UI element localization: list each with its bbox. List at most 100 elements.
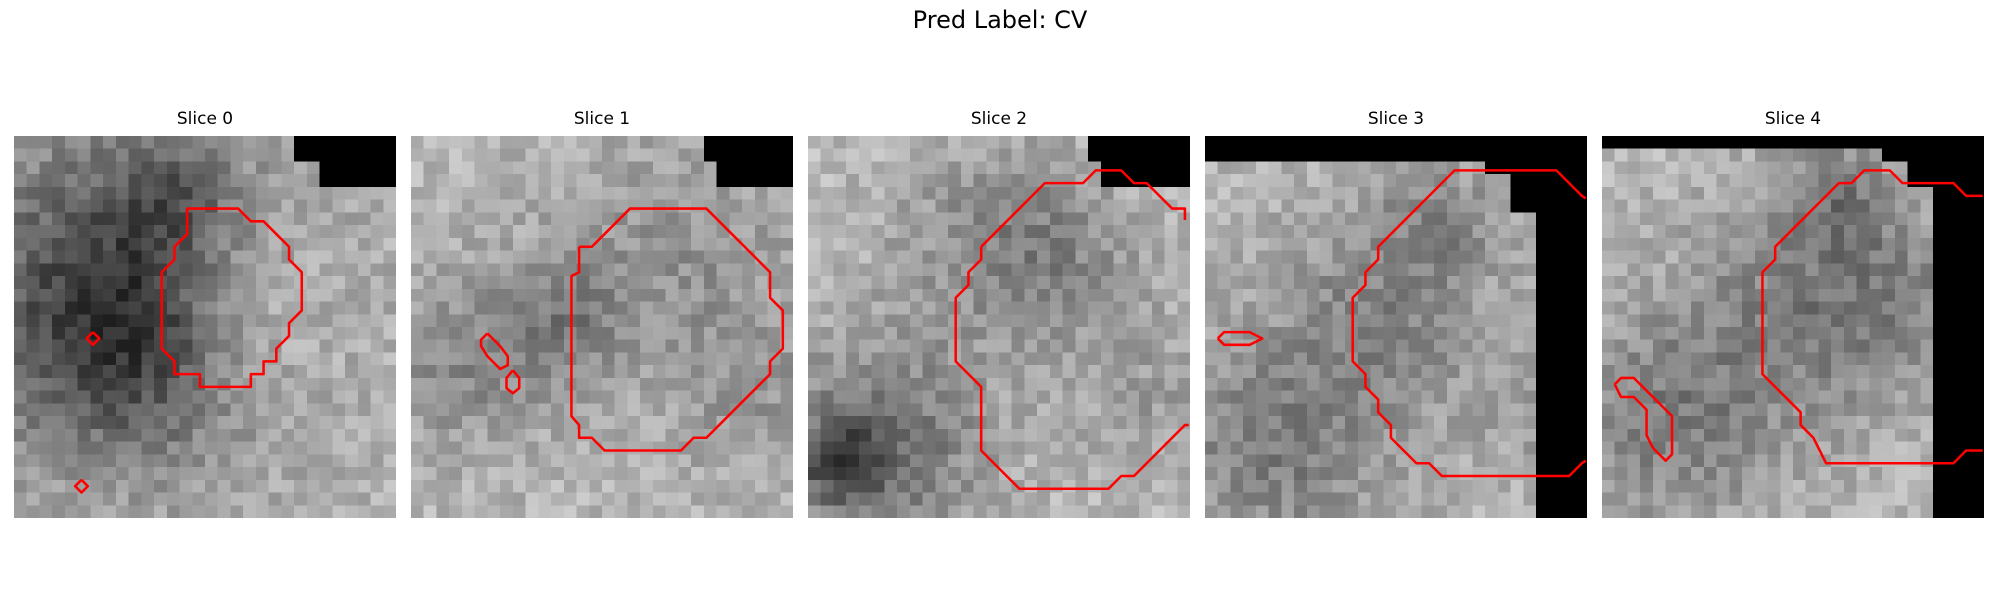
pixel: [754, 467, 768, 481]
pixel: [897, 174, 911, 188]
pixel: [1703, 505, 1717, 518]
pixel: [525, 276, 539, 290]
pixel: [383, 492, 396, 506]
pixel: [383, 428, 396, 442]
pixel: [1561, 199, 1575, 213]
pixel: [243, 301, 257, 315]
pixel: [678, 403, 692, 417]
pixel: [370, 505, 384, 518]
pixel: [1230, 403, 1244, 417]
pixel: [820, 352, 834, 366]
pixel: [14, 136, 27, 149]
pixel: [217, 352, 231, 366]
pixel: [1113, 186, 1127, 200]
pixel: [833, 212, 847, 226]
pixel: [1268, 148, 1282, 162]
pixel: [1614, 467, 1628, 481]
pixel: [871, 161, 885, 175]
pixel: [884, 212, 898, 226]
pixel: [858, 136, 872, 149]
pixel: [1574, 314, 1587, 328]
pixel: [614, 276, 628, 290]
pixel: [1561, 454, 1575, 468]
pixel: [1217, 377, 1231, 391]
pixel: [1869, 416, 1883, 430]
pixel: [1345, 441, 1359, 455]
pixel: [1548, 339, 1562, 353]
pixel: [1062, 237, 1076, 251]
pixel: [487, 416, 501, 430]
pixel: [1281, 327, 1295, 340]
pixel: [52, 467, 66, 481]
pixel: [678, 148, 692, 162]
pixel: [474, 212, 488, 226]
pixel: [665, 352, 679, 366]
pixel: [1383, 288, 1397, 302]
pixel: [999, 390, 1012, 404]
pixel: [960, 377, 974, 391]
pixel: [1729, 136, 1743, 149]
pixel: [449, 276, 463, 290]
pixel: [1164, 263, 1178, 277]
pixel: [423, 479, 437, 493]
pixel: [500, 263, 514, 277]
pixel: [1933, 454, 1947, 468]
pixel: [691, 136, 705, 149]
pixel: [1510, 186, 1524, 200]
pixel: [332, 288, 346, 302]
pixel: [1574, 467, 1587, 481]
pixel: [665, 339, 679, 353]
pixel: [1472, 225, 1486, 239]
pixel: [627, 237, 641, 251]
pixel: [1396, 390, 1409, 404]
pixel: [1920, 174, 1934, 188]
pixel: [281, 454, 295, 468]
pixel: [411, 314, 424, 328]
pixel: [1652, 301, 1666, 315]
pixel: [217, 454, 231, 468]
pixel: [858, 301, 872, 315]
pixel: [1856, 327, 1870, 340]
pixel: [871, 492, 885, 506]
pixel: [1113, 276, 1127, 290]
pixel: [1958, 339, 1972, 353]
pixel: [1370, 467, 1384, 481]
pixel: [243, 467, 257, 481]
pixel: [1446, 301, 1460, 315]
pixel: [576, 136, 590, 149]
pixel: [230, 479, 244, 493]
pixel: [1446, 441, 1460, 455]
pixel: [986, 327, 1000, 340]
pixel: [1640, 390, 1654, 404]
pixel: [1088, 199, 1102, 213]
pixel: [1729, 199, 1743, 213]
pixel: [1485, 301, 1499, 315]
pixel: [411, 352, 424, 366]
pixel: [1075, 225, 1089, 239]
pixel: [306, 136, 320, 149]
figure-title: Pred Label: CV: [912, 6, 1088, 34]
pixel: [1510, 237, 1524, 251]
pixel: [411, 492, 424, 506]
pixel: [627, 403, 641, 417]
pixel: [1497, 237, 1511, 251]
pixel: [1510, 148, 1524, 162]
pixel: [665, 479, 679, 493]
pixel: [474, 428, 488, 442]
pixel: [1640, 174, 1654, 188]
pixel: [1459, 314, 1473, 328]
pixel: [742, 365, 756, 379]
pixel: [1205, 314, 1218, 328]
pixel: [563, 136, 577, 149]
pixel: [1126, 136, 1140, 149]
pixel: [103, 174, 117, 188]
pixel: [627, 263, 641, 277]
pixel: [1882, 301, 1896, 315]
pixel: [602, 454, 615, 468]
pixel: [1306, 428, 1320, 442]
pixel: [767, 314, 781, 328]
pixel: [1536, 212, 1550, 226]
pixel: [1100, 161, 1114, 175]
pixel: [1434, 441, 1448, 455]
pixel: [436, 339, 450, 353]
